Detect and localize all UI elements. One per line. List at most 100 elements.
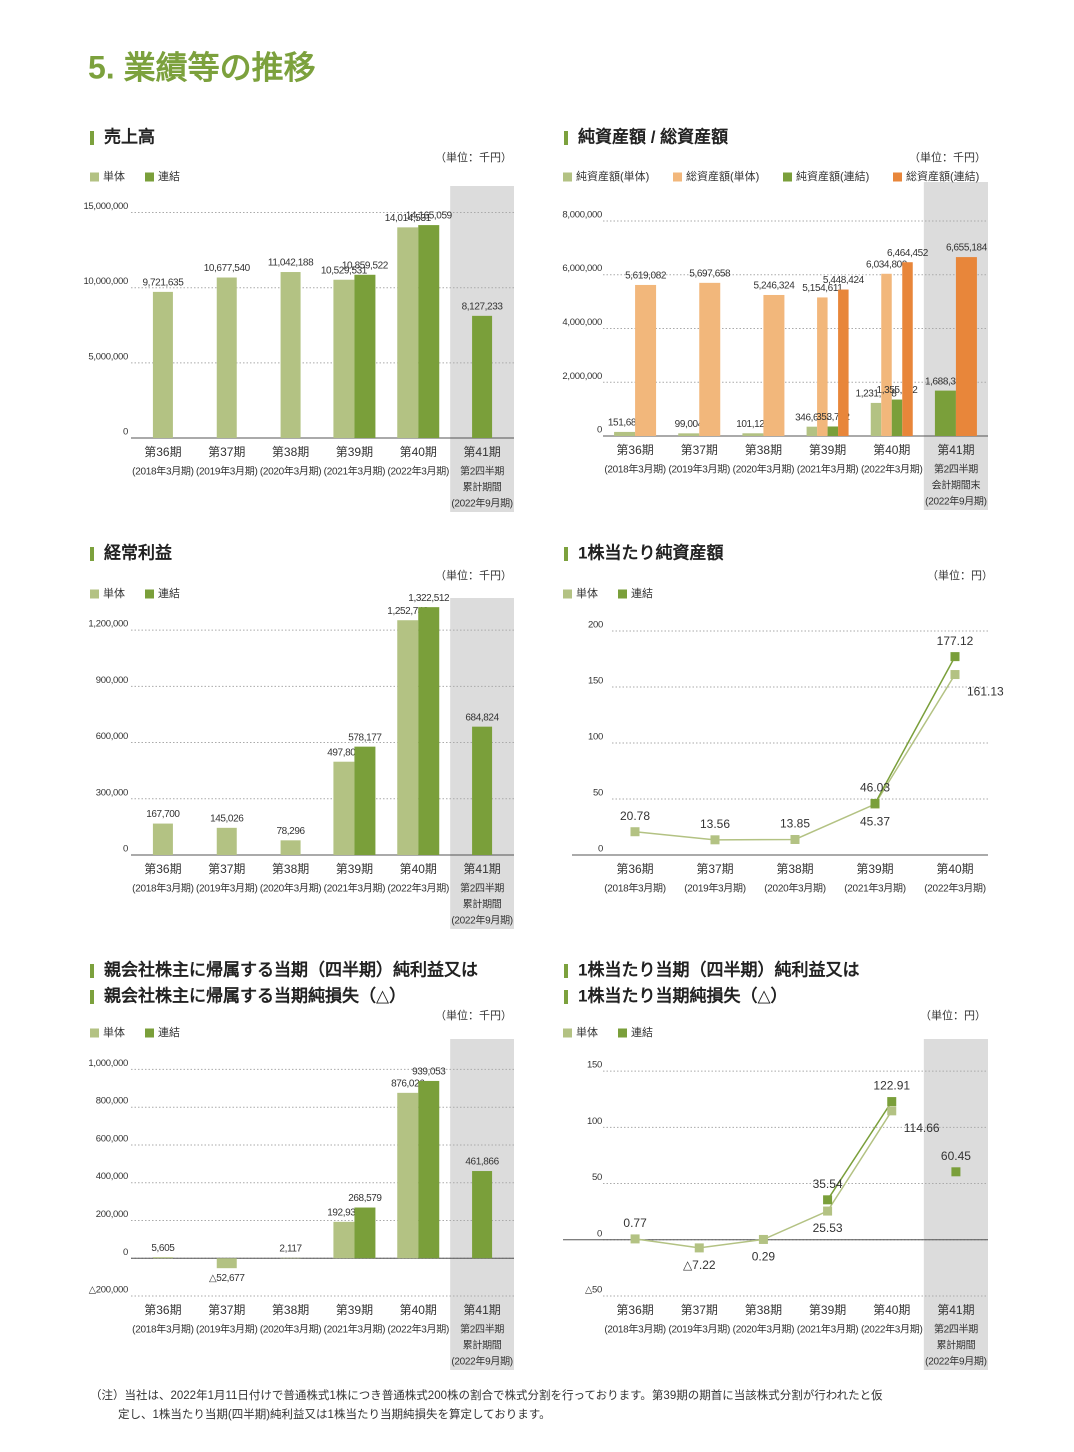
- x-tick-label: 第40期: [400, 862, 437, 876]
- bar: [418, 225, 440, 438]
- bar: [354, 746, 376, 855]
- y-tick-label: 300,000: [96, 787, 128, 798]
- legend-swatch: [563, 1028, 572, 1038]
- x-tick-label: (2018年3月期): [604, 463, 665, 476]
- x-tick-label: 第38期: [745, 443, 782, 457]
- x-tick-label: (2022年9月期): [925, 495, 986, 508]
- bar: [418, 607, 440, 855]
- bar: [418, 1080, 440, 1259]
- bar: [678, 433, 700, 436]
- x-tick-label: 第36期: [144, 1303, 181, 1317]
- y-tick-label: 2,000,000: [562, 371, 602, 382]
- legend-label: 連結: [158, 586, 180, 600]
- line: [634, 674, 956, 841]
- x-tick-label: (2020年3月期): [764, 882, 825, 895]
- bar: [838, 289, 849, 436]
- marker: [823, 1206, 833, 1216]
- x-tick-label: 第2四半期: [460, 465, 504, 478]
- value-label: 161.13: [967, 685, 1004, 699]
- legend-label: 純資産額(単体): [576, 169, 649, 183]
- marker: [950, 652, 960, 662]
- x-tick-label: 第41期: [463, 1303, 500, 1317]
- x-tick-label: (2022年9月期): [451, 497, 512, 510]
- legend-swatch: [563, 589, 572, 599]
- x-tick-label: 第41期: [937, 443, 974, 457]
- x-tick-label: (2018年3月期): [132, 882, 193, 895]
- legend-label: 単体: [103, 169, 125, 183]
- value-label: 60.45: [941, 1149, 971, 1163]
- x-tick-label: 第36期: [144, 445, 181, 459]
- legend-label: 連結: [158, 1025, 180, 1039]
- marker: [951, 1167, 961, 1177]
- legend-swatch: [618, 589, 627, 599]
- y-tick-label: 200: [588, 620, 603, 631]
- bar: [934, 390, 956, 436]
- line: [874, 656, 956, 804]
- highlight-band: [923, 182, 988, 510]
- bar: [397, 620, 419, 855]
- chart-title: 1株当たり純資産額: [578, 542, 723, 562]
- x-tick-label: (2021年3月期): [797, 1323, 858, 1336]
- value-label: 177.12: [937, 634, 974, 648]
- x-tick-label: 第38期: [776, 862, 813, 876]
- page-title: 5. 業績等の推移: [88, 49, 316, 85]
- x-tick-label: 第39期: [336, 445, 373, 459]
- title-marker: [564, 131, 568, 145]
- x-tick-label: 第36期: [616, 862, 653, 876]
- x-tick-label: 第40期: [400, 445, 437, 459]
- value-label: 876,026: [391, 1078, 425, 1089]
- value-label: 1,322,512: [408, 593, 450, 604]
- bar: [472, 1171, 493, 1259]
- value-label: 114.66: [904, 1121, 940, 1135]
- y-tick-label: 0: [597, 425, 602, 436]
- bar: [152, 823, 173, 855]
- title-marker: [90, 131, 94, 145]
- y-tick-label: 0: [123, 844, 128, 855]
- title-marker: [564, 964, 568, 978]
- marker: [694, 1243, 704, 1253]
- y-tick-label: 0: [598, 844, 603, 855]
- bar: [333, 279, 355, 438]
- value-label: 122.91: [873, 1079, 910, 1093]
- legend-label: 総資産額(連結): [906, 169, 979, 183]
- y-tick-label: 6,000,000: [562, 263, 602, 274]
- legend-label: 単体: [576, 586, 598, 600]
- value-label: 78,296: [276, 826, 305, 837]
- x-tick-label: 第2四半期: [934, 1323, 978, 1336]
- legend-swatch: [673, 172, 682, 182]
- x-tick-label: 第41期: [463, 445, 500, 459]
- marker: [630, 827, 640, 837]
- x-tick-label: (2020年3月期): [260, 1323, 321, 1336]
- x-tick-label: (2019年3月期): [196, 882, 257, 895]
- value-label: 145,026: [210, 813, 244, 824]
- value-label: 6,464,452: [887, 248, 929, 259]
- bar: [216, 1258, 237, 1269]
- bar: [699, 282, 721, 436]
- legend-label: 総資産額(単体): [686, 169, 759, 183]
- y-tick-label: 900,000: [96, 675, 128, 686]
- y-tick-label: 200,000: [96, 1209, 128, 1220]
- y-tick-label: 600,000: [96, 1133, 128, 1144]
- bar: [806, 426, 818, 436]
- y-tick-label: 150: [587, 1060, 602, 1071]
- bar: [472, 315, 493, 438]
- x-tick-label: 第38期: [272, 445, 309, 459]
- legend-label: 純資産額(連結): [796, 169, 869, 183]
- bar: [216, 827, 237, 855]
- x-tick-label: (2018年3月期): [604, 1323, 665, 1336]
- value-label: 35.54: [813, 1177, 843, 1191]
- bar: [333, 761, 355, 855]
- x-tick-label: 第2四半期: [460, 1323, 504, 1336]
- x-tick-label: 第40期: [936, 862, 973, 876]
- x-tick-label: 累計期間: [463, 898, 502, 911]
- value-label: 1,231,068: [856, 389, 898, 400]
- value-label: 5,246,324: [753, 281, 795, 292]
- marker: [630, 1234, 640, 1244]
- value-label: 5,619,082: [625, 271, 667, 282]
- bar: [397, 227, 419, 438]
- marker: [887, 1106, 897, 1116]
- value-label: 1,355,782: [877, 385, 919, 396]
- y-tick-label: 0: [597, 1228, 602, 1239]
- value-label: 346,653: [795, 412, 829, 423]
